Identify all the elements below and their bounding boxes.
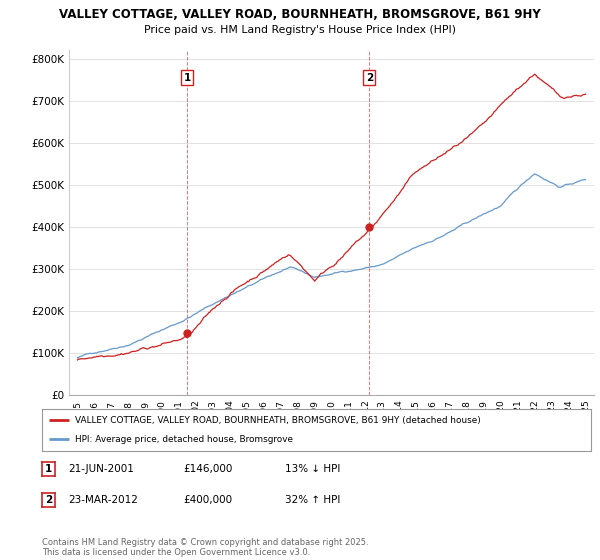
Text: Price paid vs. HM Land Registry's House Price Index (HPI): Price paid vs. HM Land Registry's House … (144, 25, 456, 35)
Text: VALLEY COTTAGE, VALLEY ROAD, BOURNHEATH, BROMSGROVE, B61 9HY (detached house): VALLEY COTTAGE, VALLEY ROAD, BOURNHEATH,… (75, 416, 481, 424)
Text: 2: 2 (44, 495, 52, 505)
Text: £400,000: £400,000 (183, 494, 232, 505)
Text: 1: 1 (44, 464, 52, 474)
Text: £146,000: £146,000 (183, 464, 232, 474)
Text: 21-JUN-2001: 21-JUN-2001 (68, 464, 134, 474)
Text: 2: 2 (365, 73, 373, 83)
Text: 1: 1 (184, 73, 191, 83)
Text: Contains HM Land Registry data © Crown copyright and database right 2025.
This d: Contains HM Land Registry data © Crown c… (42, 538, 368, 557)
Text: 13% ↓ HPI: 13% ↓ HPI (285, 464, 340, 474)
Text: VALLEY COTTAGE, VALLEY ROAD, BOURNHEATH, BROMSGROVE, B61 9HY: VALLEY COTTAGE, VALLEY ROAD, BOURNHEATH,… (59, 8, 541, 21)
Text: 23-MAR-2012: 23-MAR-2012 (68, 494, 137, 505)
Text: 32% ↑ HPI: 32% ↑ HPI (285, 494, 340, 505)
Text: HPI: Average price, detached house, Bromsgrove: HPI: Average price, detached house, Brom… (75, 435, 293, 444)
